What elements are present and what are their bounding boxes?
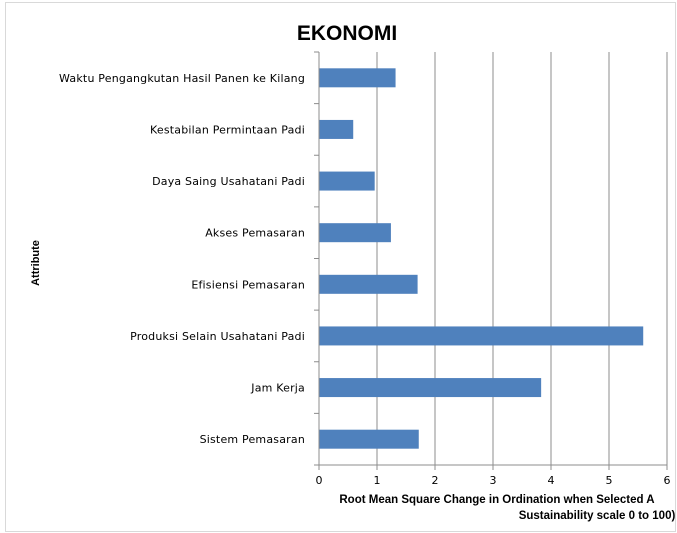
category-label: Produksi Selain Usahatani Padi [130, 330, 305, 343]
x-tick-label: 1 [374, 474, 381, 487]
bars [319, 68, 644, 449]
x-tick-label: 0 [316, 474, 323, 487]
bar [319, 68, 396, 88]
category-label: Akses Pemasaran [205, 227, 305, 240]
category-label: Sistem Pemasaran [200, 433, 305, 446]
bar [319, 223, 391, 243]
x-tick-label: 2 [432, 474, 439, 487]
category-label: Efisiensi Pemasaran [191, 278, 305, 291]
category-label: Waktu Pengangkutan Hasil Panen ke Kilang [59, 72, 305, 85]
bar [319, 378, 542, 398]
bar [319, 429, 419, 449]
gridlines [376, 52, 668, 465]
chart-title: EKONOMI [297, 22, 397, 45]
x-axis-label-line-1: Root Mean Square Change in Ordination wh… [339, 494, 654, 506]
x-tick-label: 4 [548, 474, 555, 487]
axes [314, 51, 668, 470]
y-axis-label: Attribute [30, 240, 42, 286]
x-tick-label: 5 [606, 474, 613, 487]
category-label: Daya Saing Usahatani Padi [152, 175, 305, 188]
x-tick-label: 6 [664, 474, 671, 487]
bar [319, 274, 418, 294]
category-label: Kestabilan Permintaan Padi [150, 123, 305, 136]
bar [319, 326, 644, 346]
bar [319, 171, 375, 191]
x-tick-label: 3 [490, 474, 497, 487]
category-labels: Waktu Pengangkutan Hasil Panen ke Kilang… [59, 72, 305, 446]
bar [319, 119, 354, 139]
x-tick-labels: 0 1 2 3 4 5 6 [316, 474, 671, 487]
x-axis-label-line-2: Sustainability scale 0 to 100) [519, 510, 676, 522]
category-label: Jam Kerja [250, 382, 305, 395]
